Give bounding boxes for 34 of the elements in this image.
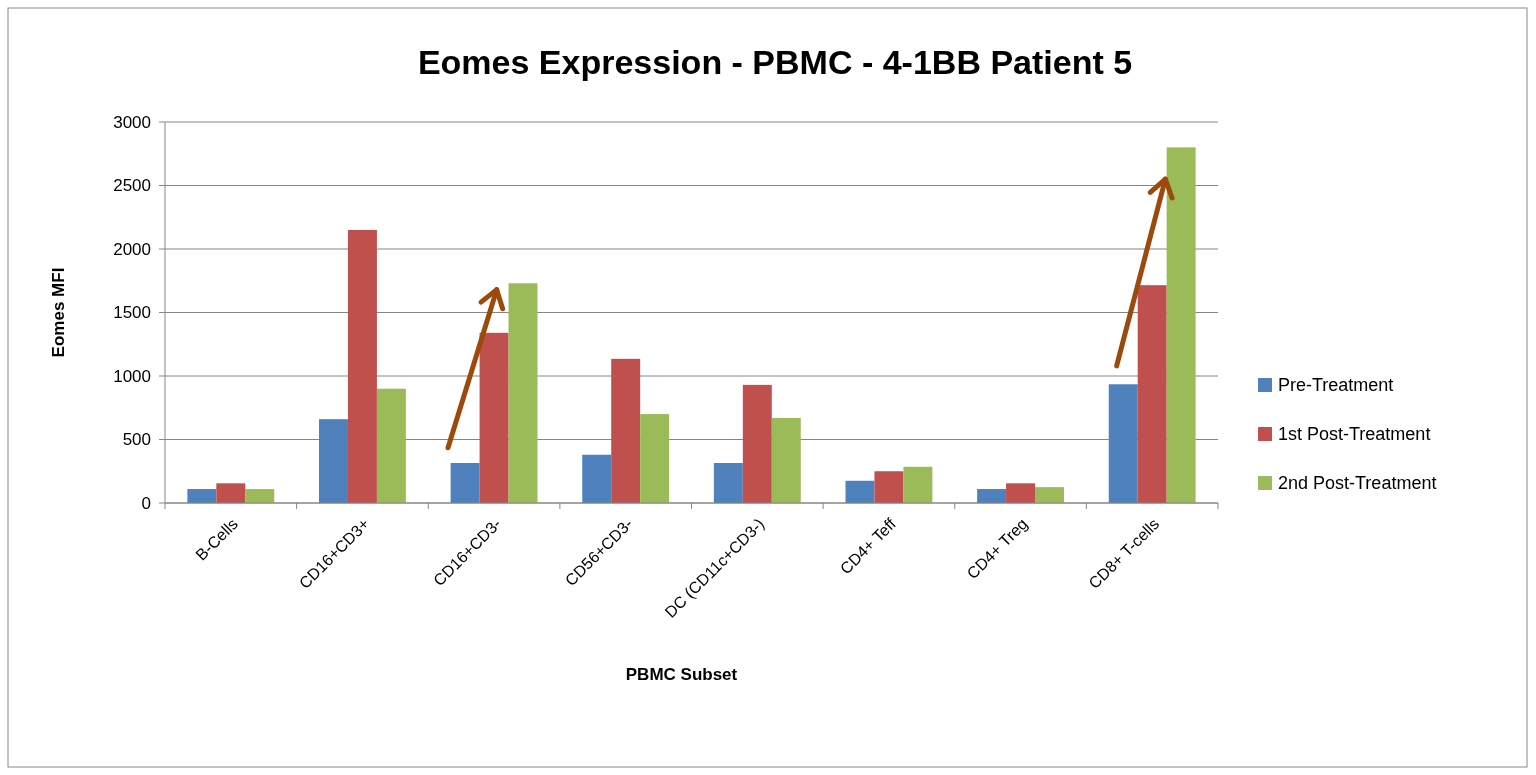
- y-tick-label: 0: [141, 493, 151, 513]
- bar: [450, 463, 480, 503]
- bar: [845, 480, 875, 503]
- bar: [582, 454, 612, 503]
- bar: [245, 489, 275, 503]
- y-tick-label: 2000: [113, 239, 151, 259]
- y-tick-label: 500: [122, 430, 151, 450]
- bar: [216, 483, 246, 503]
- bar: [742, 384, 772, 503]
- legend-label: Pre-Treatment: [1278, 375, 1394, 396]
- bar: [713, 463, 743, 503]
- chart-title: Eomes Expression - PBMC - 4-1BB Patient 5: [417, 43, 1133, 81]
- bar: [903, 466, 933, 503]
- y-axis-title: Eomes MFI: [49, 267, 68, 358]
- y-tick-label: 1500: [113, 303, 151, 323]
- bar: [977, 489, 1007, 503]
- y-tick-label: 2500: [113, 176, 151, 196]
- bar: [1006, 483, 1036, 503]
- bar: [347, 229, 377, 503]
- bar: [771, 417, 801, 503]
- legend-label: 2nd Post-Treatment: [1278, 473, 1437, 494]
- y-tick-label: 1000: [113, 366, 151, 386]
- bar: [640, 414, 670, 503]
- bar: [508, 283, 538, 503]
- legend-label: 1st Post-Treatment: [1278, 424, 1431, 445]
- bar: [874, 471, 904, 503]
- bar: [611, 358, 641, 503]
- bar: [187, 489, 217, 503]
- bar: [319, 419, 348, 503]
- x-axis-title: PBMC Subset: [625, 665, 738, 684]
- y-tick-label: 3000: [113, 112, 151, 132]
- bar: [1035, 487, 1064, 503]
- bar: [1108, 384, 1138, 503]
- bar: [376, 388, 406, 503]
